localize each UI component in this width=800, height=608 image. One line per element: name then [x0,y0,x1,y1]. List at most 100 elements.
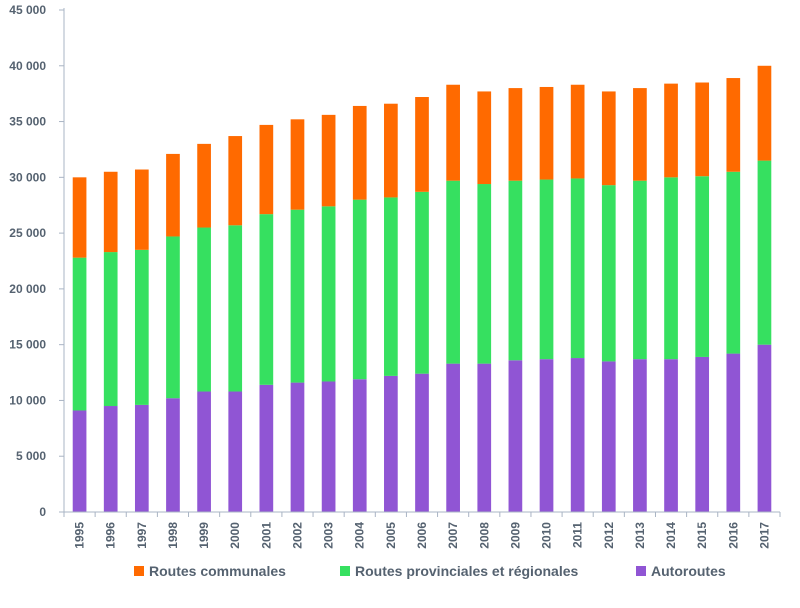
bar-autoroutes-2000 [228,391,243,512]
bar-routes-communales-2007 [446,84,460,181]
bar-autoroutes-2010 [539,359,554,512]
y-tick-label: 25 000 [9,226,46,240]
bar-routes-communales-2017 [757,65,772,161]
x-tick-label: 2003 [322,522,336,549]
bar-routes-provinciales-et-r-gionales-2002 [290,209,305,383]
bar-autoroutes-2008 [477,363,492,512]
x-tick-label: 2010 [540,522,554,549]
bar-autoroutes-1995 [72,410,87,512]
x-tick-label: 2005 [384,522,398,549]
bar-autoroutes-2006 [415,373,429,512]
bar-autoroutes-2001 [259,384,274,512]
bar-autoroutes-2005 [384,375,398,512]
bar-autoroutes-1997 [134,404,149,512]
bar-routes-provinciales-et-r-gionales-2017 [757,160,772,345]
x-tick-label: 2015 [695,522,709,549]
x-tick-label: 2008 [477,522,491,549]
x-tick-label: 2007 [446,522,460,549]
bar-routes-communales-2003 [321,114,336,207]
bar-routes-provinciales-et-r-gionales-2008 [477,184,492,364]
bar-routes-provinciales-et-r-gionales-2001 [259,214,274,385]
bar-routes-communales-2002 [290,119,305,210]
bar-routes-communales-2000 [228,136,243,226]
y-tick-label: 30 000 [9,170,46,184]
bar-autoroutes-2004 [352,379,367,512]
bar-routes-provinciales-et-r-gionales-2014 [664,177,678,360]
bar-autoroutes-2015 [695,356,710,512]
bar-routes-provinciales-et-r-gionales-1999 [197,227,211,392]
bar-autoroutes-2003 [321,381,336,512]
bar-routes-provinciales-et-r-gionales-2010 [539,179,554,360]
bar-routes-provinciales-et-r-gionales-1998 [166,236,180,399]
bar-routes-communales-2015 [695,82,710,177]
bar-routes-provinciales-et-r-gionales-2003 [321,206,336,382]
bar-routes-communales-1996 [103,171,118,253]
bar-routes-communales-2013 [633,88,647,181]
bar-autoroutes-2011 [570,358,585,512]
x-tick-label: 2011 [571,522,585,548]
bar-routes-communales-2001 [259,124,274,215]
x-tick-label: 1996 [104,522,118,549]
bar-routes-communales-1999 [197,143,211,228]
bar-autoroutes-1998 [166,398,180,512]
bar-routes-provinciales-et-r-gionales-1995 [72,257,87,411]
bar-routes-provinciales-et-r-gionales-1996 [103,252,118,407]
x-tick-label: 2006 [415,522,429,549]
bar-autoroutes-1996 [103,406,118,512]
legend: Routes communales Routes provinciales et … [134,563,726,579]
bar-autoroutes-1999 [197,391,211,512]
x-tick-label: 2009 [508,522,522,549]
x-tick-label: 2014 [664,522,678,549]
bar-routes-provinciales-et-r-gionales-2006 [415,191,429,374]
y-tick-label: 20 000 [9,282,46,296]
bar-autoroutes-2014 [664,359,678,512]
bar-routes-provinciales-et-r-gionales-2013 [633,180,647,360]
y-tick-label: 45 000 [9,3,46,17]
x-tick-label: 2001 [259,522,273,549]
bar-autoroutes-2012 [601,361,616,512]
bar-autoroutes-2017 [757,344,772,512]
y-tick-label: 10 000 [9,393,46,407]
bar-routes-communales-2014 [664,83,678,178]
x-tick-label: 1997 [135,522,149,549]
bar-autoroutes-2013 [633,359,647,512]
x-tick-label: 2016 [726,522,740,549]
x-tick-label: 1999 [197,522,211,549]
legend-swatch [134,566,144,576]
bar-routes-provinciales-et-r-gionales-2007 [446,180,460,364]
bar-routes-communales-2012 [601,91,616,186]
y-tick-label: 5 000 [16,449,46,463]
y-tick-label: 35 000 [9,115,46,129]
x-tick-label: 2013 [633,522,647,549]
bar-routes-provinciales-et-r-gionales-2015 [695,176,710,357]
bar-routes-communales-2010 [539,86,554,180]
bar-routes-provinciales-et-r-gionales-2009 [508,180,523,361]
legend-item-routes-communales: Routes communales [134,563,286,579]
y-tick-label: 15 000 [9,338,46,352]
bars-layer [72,65,772,512]
bar-routes-communales-2008 [477,91,492,185]
legend-label: Routes communales [149,563,286,579]
y-tick-label: 0 [39,505,46,519]
x-tick-label: 2000 [228,522,242,549]
bar-autoroutes-2002 [290,382,305,512]
bar-routes-provinciales-et-r-gionales-2012 [601,185,616,362]
legend-label: Autoroutes [651,563,726,579]
bar-routes-communales-2006 [415,97,429,192]
x-tick-label: 2002 [290,522,304,549]
x-tick-label: 2004 [353,522,367,549]
x-tick-label: 2012 [602,522,616,549]
bar-routes-communales-2016 [726,78,741,172]
bar-routes-communales-2005 [384,103,398,198]
legend-label: Routes provinciales et régionales [355,563,579,579]
bar-routes-communales-2011 [570,84,585,179]
legend-item-routes-provinciales-et-r-gionales: Routes provinciales et régionales [340,563,579,579]
legend-swatch [636,566,646,576]
axis-layer: 0 5 000 10 000 15 000 20 000 25 000 30 000 35 0… [9,3,781,549]
bar-routes-communales-2009 [508,88,523,181]
bar-routes-provinciales-et-r-gionales-2011 [570,178,585,359]
bar-routes-provinciales-et-r-gionales-1997 [134,249,149,405]
bar-autoroutes-2009 [508,360,523,512]
